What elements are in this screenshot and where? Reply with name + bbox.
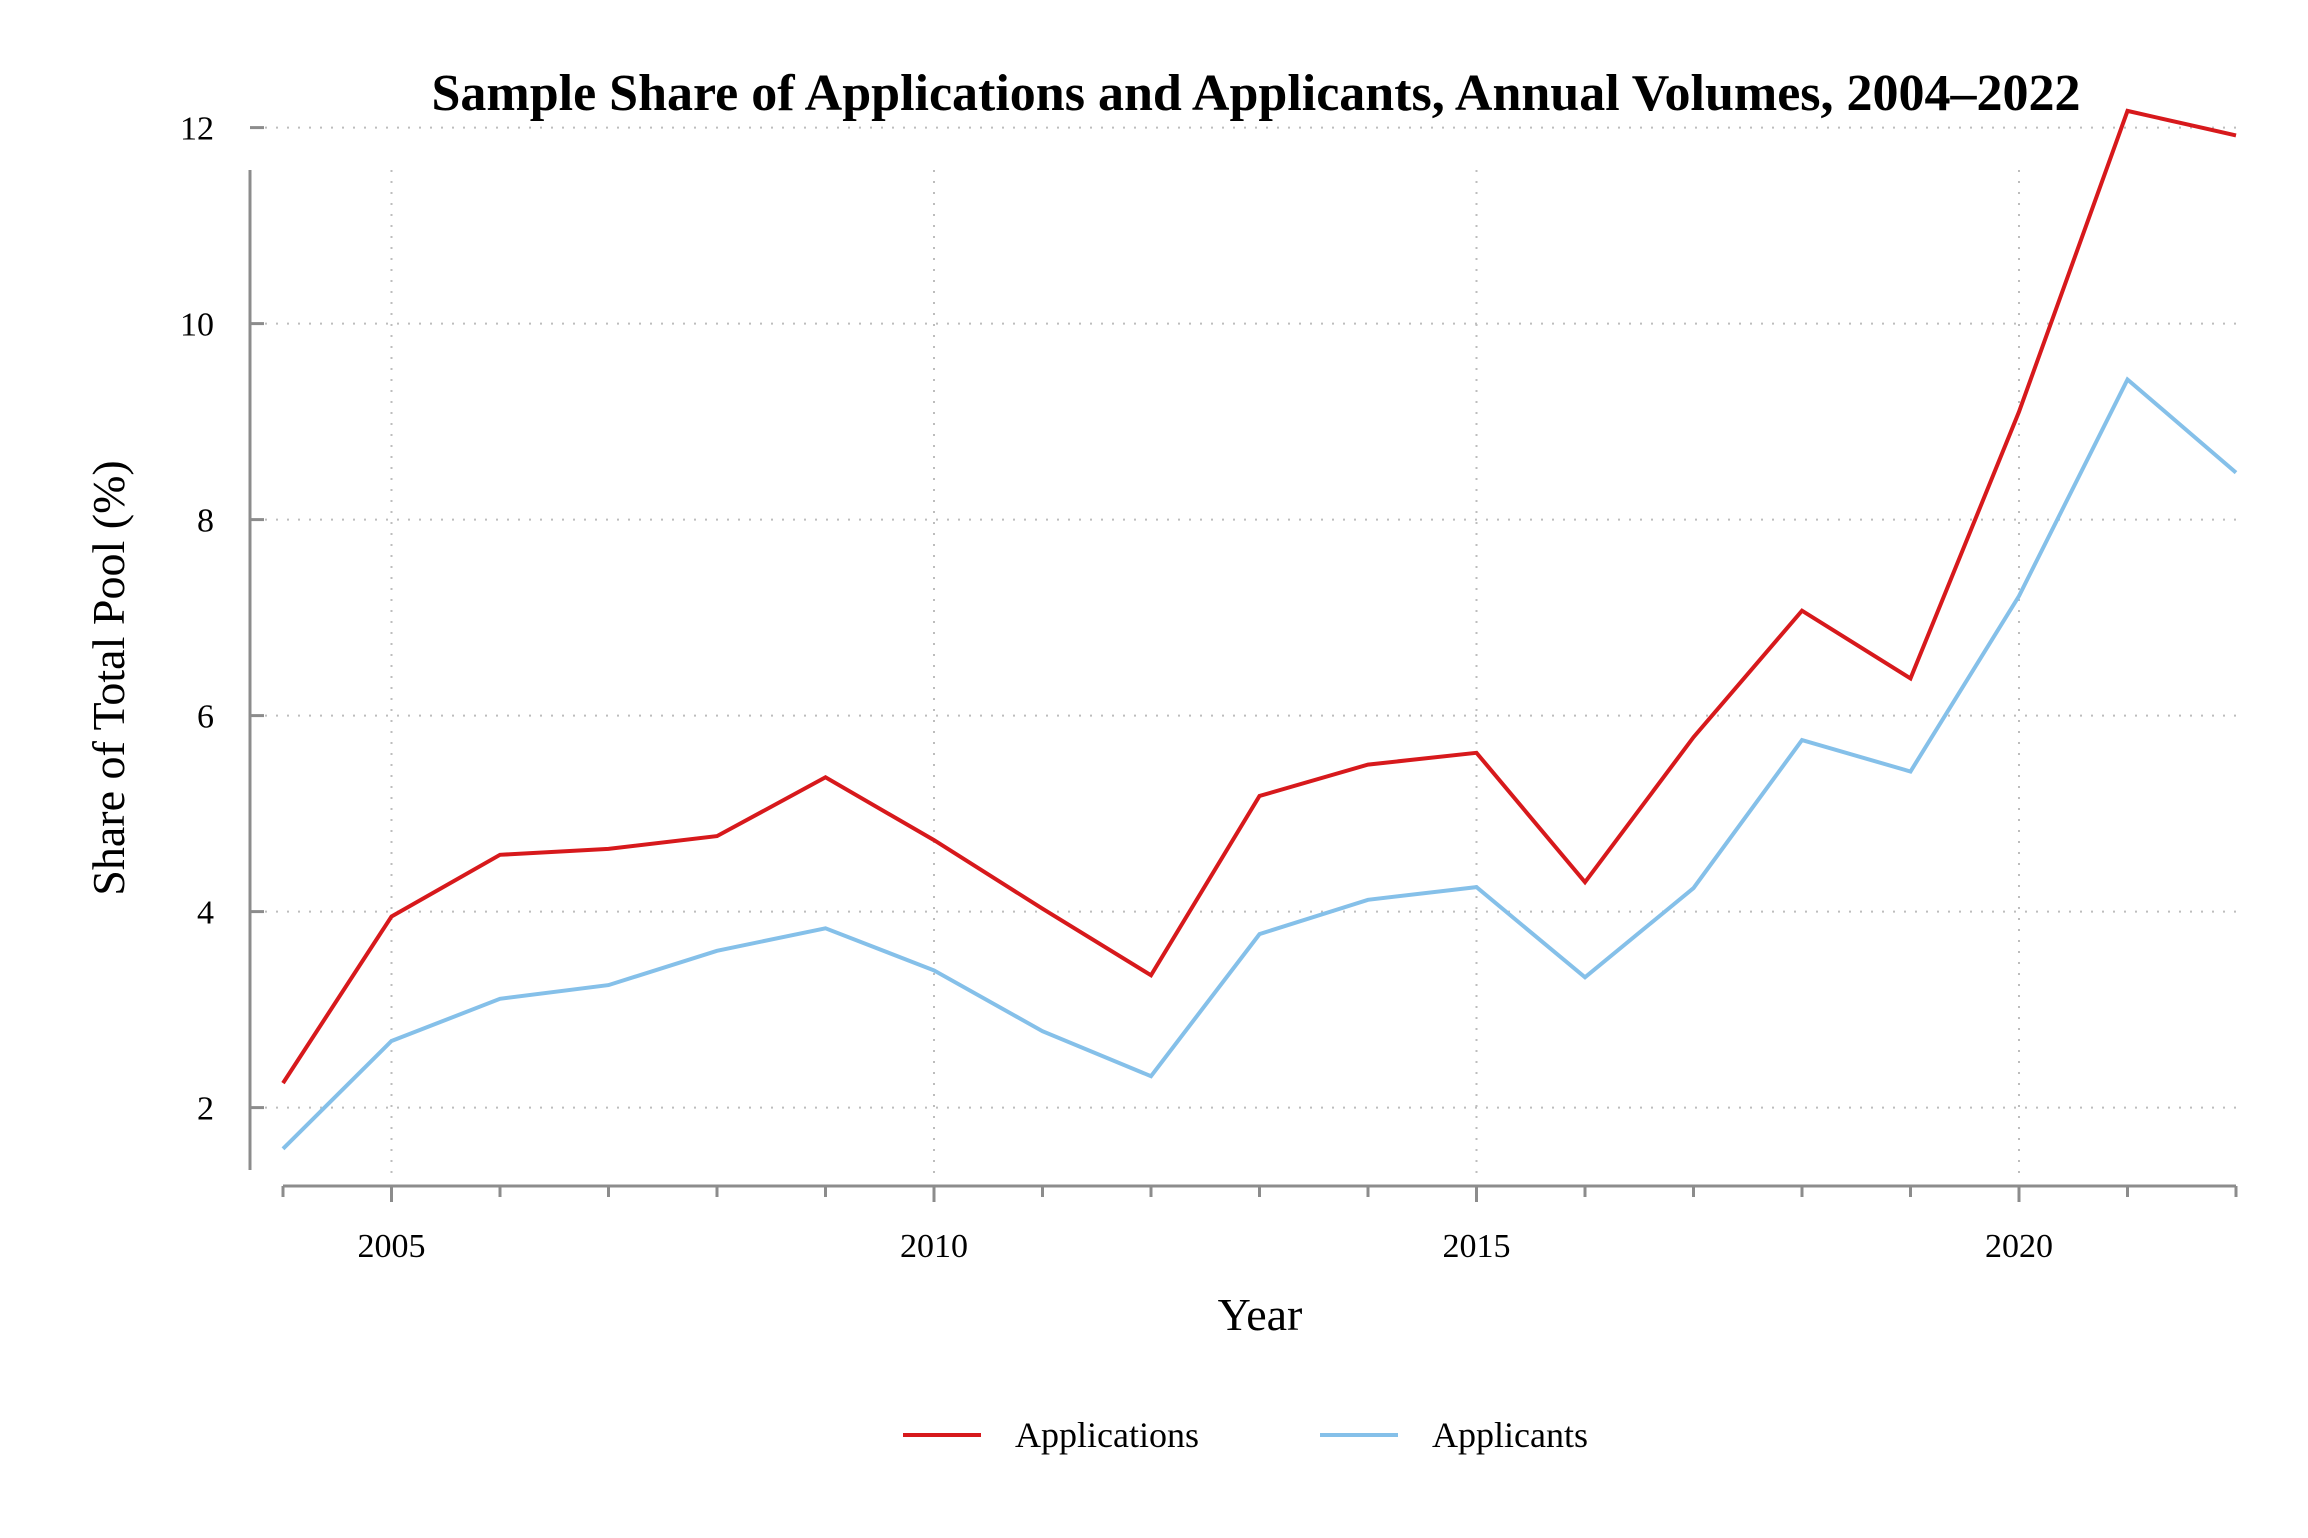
legend: Applications Applicants	[903, 1415, 1588, 1455]
series-line-applicants	[281, 376, 2238, 1151]
y-tick-label: 12	[180, 111, 214, 148]
x-axis-title: Year	[1218, 1289, 1303, 1340]
y-tick-label: 8	[197, 503, 214, 540]
y-tick-label: 4	[197, 895, 214, 932]
series-line-applications	[281, 108, 2237, 1085]
x-tick-label: 2005	[358, 1228, 426, 1265]
x-axis-ticks: 2005 2010 2015 2020	[281, 1186, 2238, 1265]
legend-label-applicants: Applicants	[1432, 1415, 1588, 1455]
chart-title: Sample Share of Applications and Applica…	[431, 65, 2080, 122]
x-tick-label: 2020	[1985, 1228, 2053, 1265]
y-axis-title: Share of Total Pool (%)	[83, 460, 134, 895]
y-axis-ticks: 2 4 6 8 10 12	[180, 111, 264, 1128]
x-tick-label: 2015	[1443, 1228, 1511, 1265]
y-tick-label: 2	[197, 1091, 214, 1128]
x-tick-label: 2010	[900, 1228, 968, 1265]
legend-label-applications: Applications	[1015, 1415, 1199, 1455]
series-lines	[281, 108, 2238, 1151]
y-tick-label: 6	[197, 699, 214, 736]
y-tick-label: 10	[180, 307, 214, 344]
grid-lines	[265, 126, 2236, 1176]
